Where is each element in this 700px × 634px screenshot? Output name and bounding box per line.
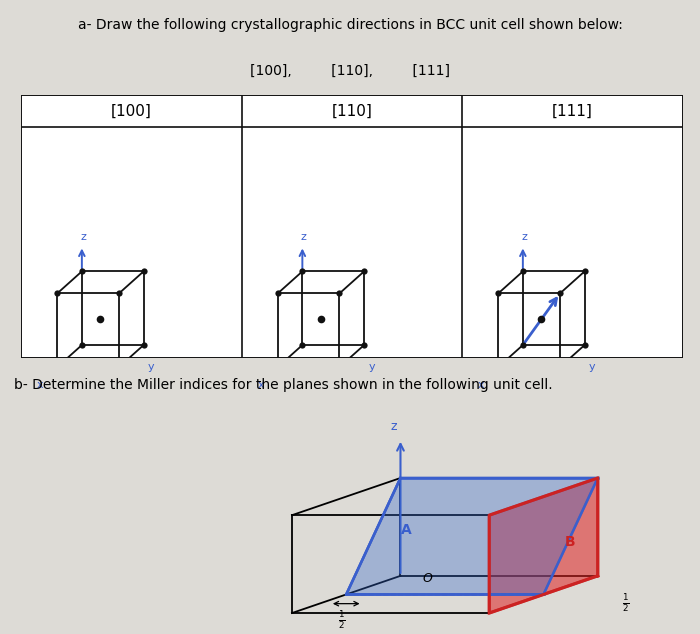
Polygon shape — [346, 478, 598, 595]
Text: $\frac{1}{2}$: $\frac{1}{2}$ — [338, 609, 345, 631]
Text: y: y — [148, 362, 155, 372]
Text: y: y — [368, 362, 375, 372]
Text: x: x — [477, 380, 484, 389]
Text: [111]: [111] — [552, 103, 593, 119]
Text: z: z — [300, 233, 307, 242]
Text: [100],         [110],         [111]: [100], [110], [111] — [250, 65, 450, 79]
Polygon shape — [489, 478, 598, 613]
Text: A: A — [401, 522, 412, 536]
Text: x: x — [257, 380, 264, 389]
Text: B: B — [565, 534, 575, 548]
Text: x: x — [36, 380, 43, 389]
Text: [100]: [100] — [111, 103, 152, 119]
Text: y: y — [589, 362, 596, 372]
Text: z: z — [80, 233, 86, 242]
Text: z: z — [521, 233, 527, 242]
Text: z: z — [391, 420, 397, 433]
Text: [110]: [110] — [331, 103, 372, 119]
Text: a- Draw the following crystallographic directions in BCC unit cell shown below:: a- Draw the following crystallographic d… — [78, 18, 622, 32]
Text: b- Determine the Miller indices for the planes shown in the following unit cell.: b- Determine the Miller indices for the … — [14, 378, 552, 392]
Text: $\frac{1}{2}$: $\frac{1}{2}$ — [622, 592, 629, 614]
Text: O: O — [422, 572, 432, 585]
